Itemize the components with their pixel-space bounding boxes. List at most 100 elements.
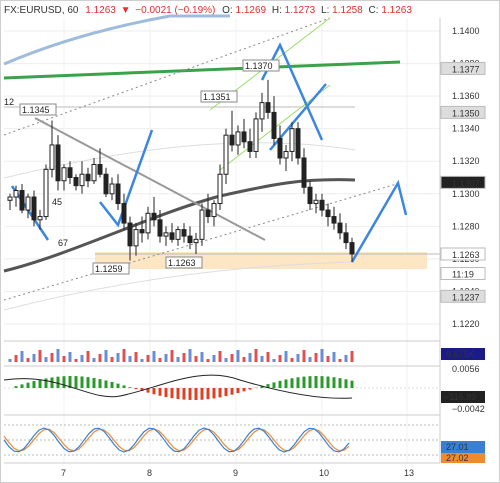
volume-bar (32, 354, 36, 362)
candle-body (37, 216, 43, 221)
change-value: −0.0021 (−0.19%) (135, 5, 215, 16)
macd-histogram-bar (224, 388, 228, 397)
volume-bar (92, 358, 96, 362)
volume-bar (290, 358, 294, 362)
macd-histogram-bar (308, 376, 312, 388)
stoch-d-line (3, 428, 350, 452)
candle-body (43, 168, 49, 218)
moving-average-light (3, 261, 356, 311)
volume-bar (158, 358, 162, 362)
volume-bar (326, 356, 330, 362)
candle-body (241, 131, 247, 143)
candle-body (115, 183, 121, 205)
volume-bar (266, 352, 270, 362)
macd-histogram-bar (236, 388, 240, 394)
macd-histogram-bar (128, 387, 132, 388)
candle-body (91, 163, 97, 182)
low-label: L: (321, 5, 329, 16)
candle-body (283, 150, 289, 159)
macd-histogram-bar (104, 380, 108, 388)
macd-histogram-bar (98, 379, 102, 388)
volume-bar (152, 351, 156, 362)
annotation-box (19, 103, 57, 116)
macd-histogram-bar (332, 377, 336, 388)
candle-body (235, 131, 241, 146)
candle-body (7, 196, 13, 201)
price-tag-label: 1.1263 (452, 250, 480, 260)
candle-body (253, 118, 259, 152)
candle-body (181, 229, 187, 237)
volume-bar (86, 351, 90, 362)
macd-histogram-bar (86, 377, 90, 388)
volume-bar (38, 350, 42, 362)
volume-bar (320, 349, 324, 362)
stoch-label-bot: 27.02 (446, 453, 469, 463)
price-axis[interactable]: 1.14001.13801.13601.13401.13201.13001.12… (439, 18, 486, 463)
volume-bar (26, 358, 30, 362)
macd-histogram-bar (38, 379, 42, 388)
macd-histogram-bar (302, 376, 306, 388)
volume-bar (164, 354, 168, 362)
candle-body (175, 229, 181, 240)
volume-bar (230, 354, 234, 362)
macd-histogram-bar (116, 383, 120, 388)
price-annotation: 1.1259 (95, 264, 123, 274)
price-annotation: 1.1345 (22, 105, 50, 115)
volume-bar (50, 353, 54, 362)
macd-signal-line (3, 374, 353, 399)
macd-histogram-bar (338, 378, 342, 388)
candle-body (319, 199, 325, 211)
macd-histogram-bar (74, 376, 78, 388)
candle-body (199, 209, 205, 240)
volume-bar (74, 359, 78, 362)
volume-bar (248, 353, 252, 362)
volume-bar (116, 353, 120, 362)
time-axis[interactable]: 7 8 9 10 13 (4, 462, 440, 478)
last-price: 1.1263 (85, 5, 116, 16)
change-arrow-icon: ▼ (121, 5, 131, 16)
macd-label-mid: −116.89 (444, 392, 476, 402)
volume-bar (128, 356, 132, 362)
candle-body (259, 102, 265, 120)
macd-pane: 0.0056 −116.89 −0.0042 (3, 364, 485, 414)
price-tag (440, 175, 486, 189)
candle-body (157, 219, 163, 237)
annotation-box (165, 256, 203, 269)
macd-histogram-bar (146, 388, 150, 393)
candle-body (163, 232, 169, 237)
candle-body (277, 137, 283, 159)
candle-body (13, 190, 19, 198)
candle-body (193, 238, 199, 244)
annotation-box (92, 262, 130, 275)
close-value: 1.1263 (381, 5, 412, 16)
macd-histogram-bar (56, 376, 60, 388)
volume-bar (284, 351, 288, 362)
price-tag-label: 1.1350 (452, 108, 480, 118)
price-tag (440, 105, 486, 119)
macd-histogram-bar (272, 382, 276, 388)
price-tag (440, 267, 486, 281)
price-tag (440, 289, 486, 303)
macd-histogram-bar (152, 388, 156, 395)
candle-body (337, 222, 343, 234)
volume-bar (80, 355, 84, 362)
projection-5 (350, 179, 408, 263)
trend-line-down (34, 117, 266, 241)
trend-line-green (3, 60, 401, 80)
candle-body (79, 173, 85, 187)
candle-body (97, 163, 103, 175)
volume-bar (62, 356, 66, 362)
macd-histogram-bar (344, 379, 348, 388)
moving-average-slow (3, 14, 230, 66)
price-annotation: 12 (4, 97, 14, 107)
candle-body (289, 128, 295, 152)
volume-bar (338, 359, 342, 362)
candle-body (247, 141, 253, 152)
high-label: H: (272, 5, 282, 16)
price-pane: 1.1345 1.1351 1.1370 1.1259 1.1263 45 67 12 (3, 14, 440, 463)
candle-body (313, 199, 319, 205)
volume-bar (14, 355, 18, 362)
candle-body (211, 203, 217, 218)
volume-label: 9.875K (446, 349, 475, 359)
